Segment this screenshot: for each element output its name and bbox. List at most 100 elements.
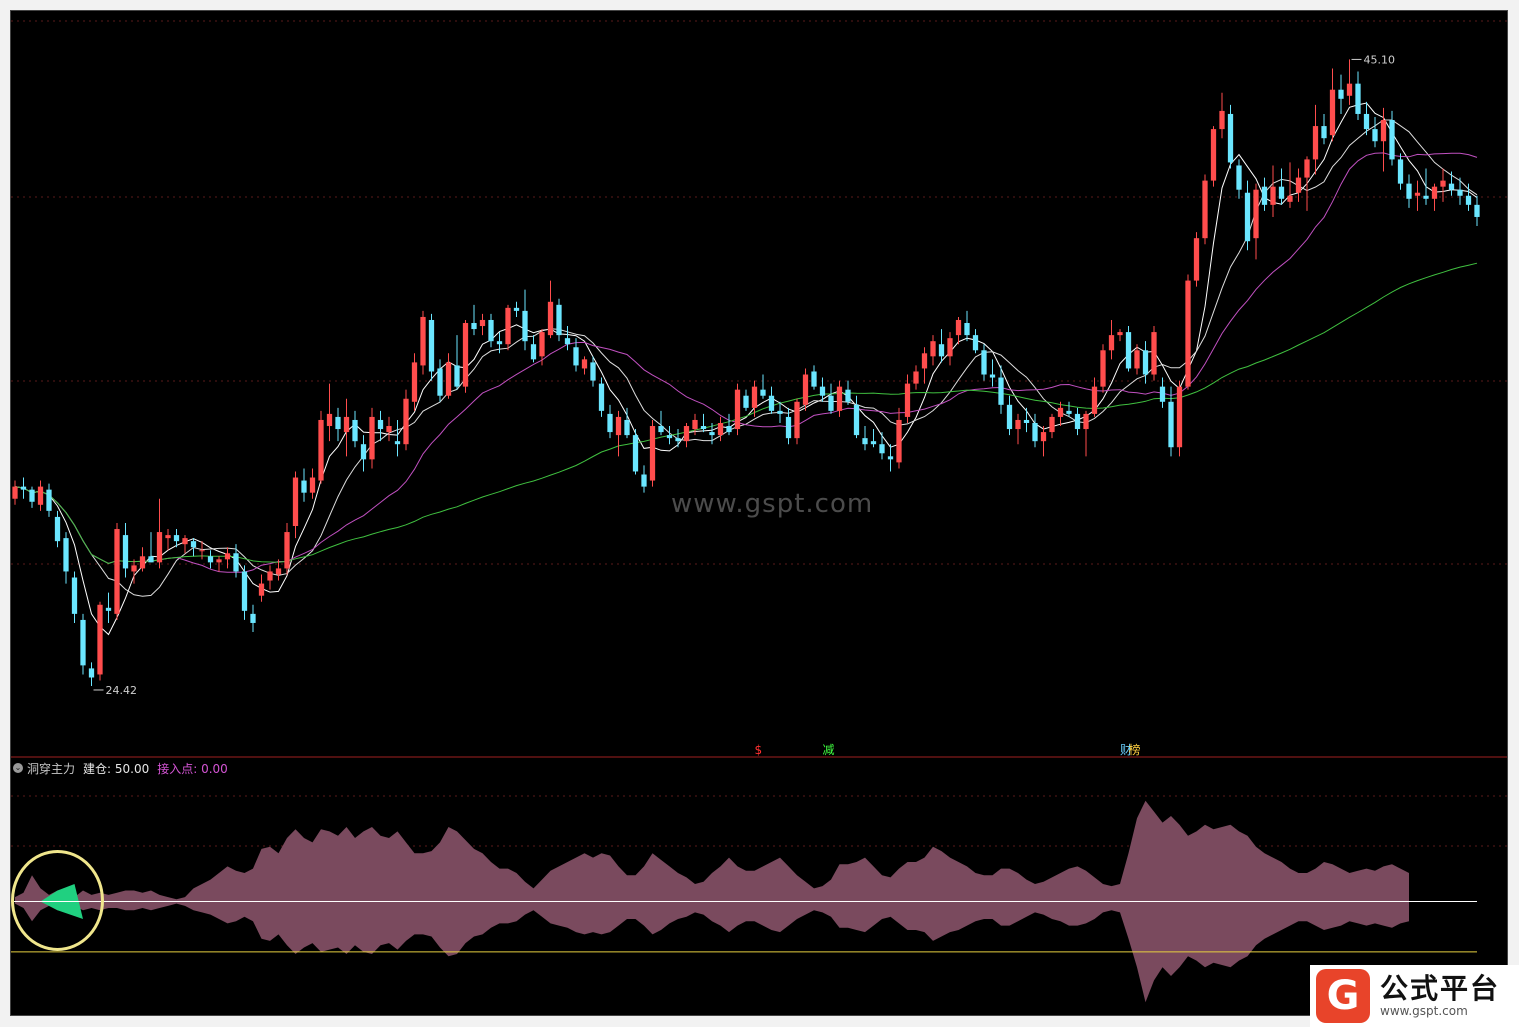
candle: [981, 344, 987, 381]
candle: [1338, 74, 1344, 114]
candle: [547, 280, 554, 339]
candle-body: [1474, 204, 1480, 217]
candle-body: [471, 323, 477, 330]
candle-body: [20, 486, 27, 490]
candle-body: [1465, 195, 1472, 205]
candle: [207, 550, 214, 569]
brand-badge[interactable]: G 公式平台 www.gspt.com: [1310, 965, 1519, 1027]
candle-body: [785, 416, 792, 439]
candle-body: [632, 435, 639, 472]
candle-body: [879, 444, 885, 454]
candle-body: [768, 395, 775, 411]
candle-body: [156, 532, 163, 563]
candle-body: [1440, 180, 1446, 187]
candle: [488, 313, 494, 348]
candle: [54, 510, 61, 548]
indicator-toggle-icon[interactable]: ⌄: [13, 763, 23, 773]
candle: [250, 604, 256, 633]
candle-body: [870, 441, 877, 445]
candle: [1372, 116, 1378, 148]
candle-body: [1372, 129, 1378, 142]
candle-body: [1193, 238, 1200, 281]
candle: [1244, 180, 1251, 251]
candle: [870, 429, 877, 448]
candle: [649, 419, 656, 487]
candle-body: [71, 577, 78, 614]
chart-svg[interactable]: 45.10 24.42 $ 减 财榜: [11, 11, 1507, 1015]
candle-body: [998, 377, 1004, 405]
candle-body: [641, 474, 647, 487]
candle-body: [904, 383, 911, 417]
candle-body: [828, 395, 834, 411]
candle: [1236, 159, 1242, 199]
candle-body: [369, 416, 375, 460]
candle: [445, 353, 452, 399]
candle-body: [615, 416, 622, 436]
candle: [46, 483, 52, 517]
candle: [369, 407, 375, 469]
candle: [241, 565, 248, 620]
candle: [1465, 183, 1472, 211]
candle-body: [1236, 165, 1242, 190]
candle: [717, 416, 724, 442]
candle: [930, 335, 936, 366]
candle-body: [207, 556, 214, 563]
candle-body: [1040, 432, 1047, 442]
candle: [105, 592, 112, 623]
candle: [785, 407, 792, 445]
candle: [80, 613, 86, 675]
indicator-name-group[interactable]: ⌄ 洞穿主力: [13, 760, 75, 777]
candle: [768, 386, 775, 414]
candle: [556, 298, 562, 342]
candle-body: [292, 477, 299, 527]
candle: [173, 529, 180, 548]
candle-body: [811, 371, 817, 387]
candle: [1083, 410, 1089, 457]
candle-body: [794, 401, 800, 439]
candle-body: [1125, 332, 1132, 369]
candle-body: [683, 426, 690, 442]
candle-body: [964, 323, 970, 336]
candle-body: [318, 419, 324, 481]
candle-body: [845, 389, 851, 402]
candle: [12, 480, 18, 505]
candle: [1134, 344, 1140, 375]
candle: [1355, 71, 1361, 121]
candle-body: [1091, 386, 1098, 414]
candle: [1312, 104, 1319, 175]
candle-body: [335, 416, 341, 430]
candle-body: [1049, 416, 1055, 433]
candle-body: [1023, 419, 1030, 423]
candle-body: [1176, 386, 1183, 448]
candle: [224, 547, 231, 569]
candle: [1176, 380, 1183, 457]
candle: [267, 565, 273, 590]
candle: [794, 398, 800, 445]
candle-body: [930, 341, 936, 357]
signal-marker: 榜: [1129, 742, 1141, 757]
candle: [233, 544, 239, 578]
candle: [139, 547, 146, 572]
candle-body: [1278, 186, 1285, 199]
candle-body: [1202, 180, 1208, 239]
candle: [760, 374, 766, 399]
candle-body: [148, 556, 154, 563]
candle-body: [462, 323, 469, 387]
candle-body: [1423, 195, 1429, 199]
candle-body: [1159, 386, 1166, 402]
candle: [564, 326, 571, 351]
candle-body: [717, 422, 724, 436]
candle-body: [700, 426, 707, 430]
indicator-field-jierudian: 接入点: 0.00: [157, 761, 228, 776]
brand-text: 公式平台 www.gspt.com: [1380, 973, 1500, 1019]
candle: [326, 383, 333, 442]
candle: [428, 313, 435, 381]
candle: [879, 432, 885, 460]
candle-body: [114, 529, 120, 614]
candle: [1091, 377, 1098, 417]
candle-body: [394, 441, 401, 445]
candle-body: [105, 607, 112, 611]
candle-body: [241, 571, 248, 611]
candle-body: [853, 404, 860, 436]
candle: [904, 374, 911, 423]
